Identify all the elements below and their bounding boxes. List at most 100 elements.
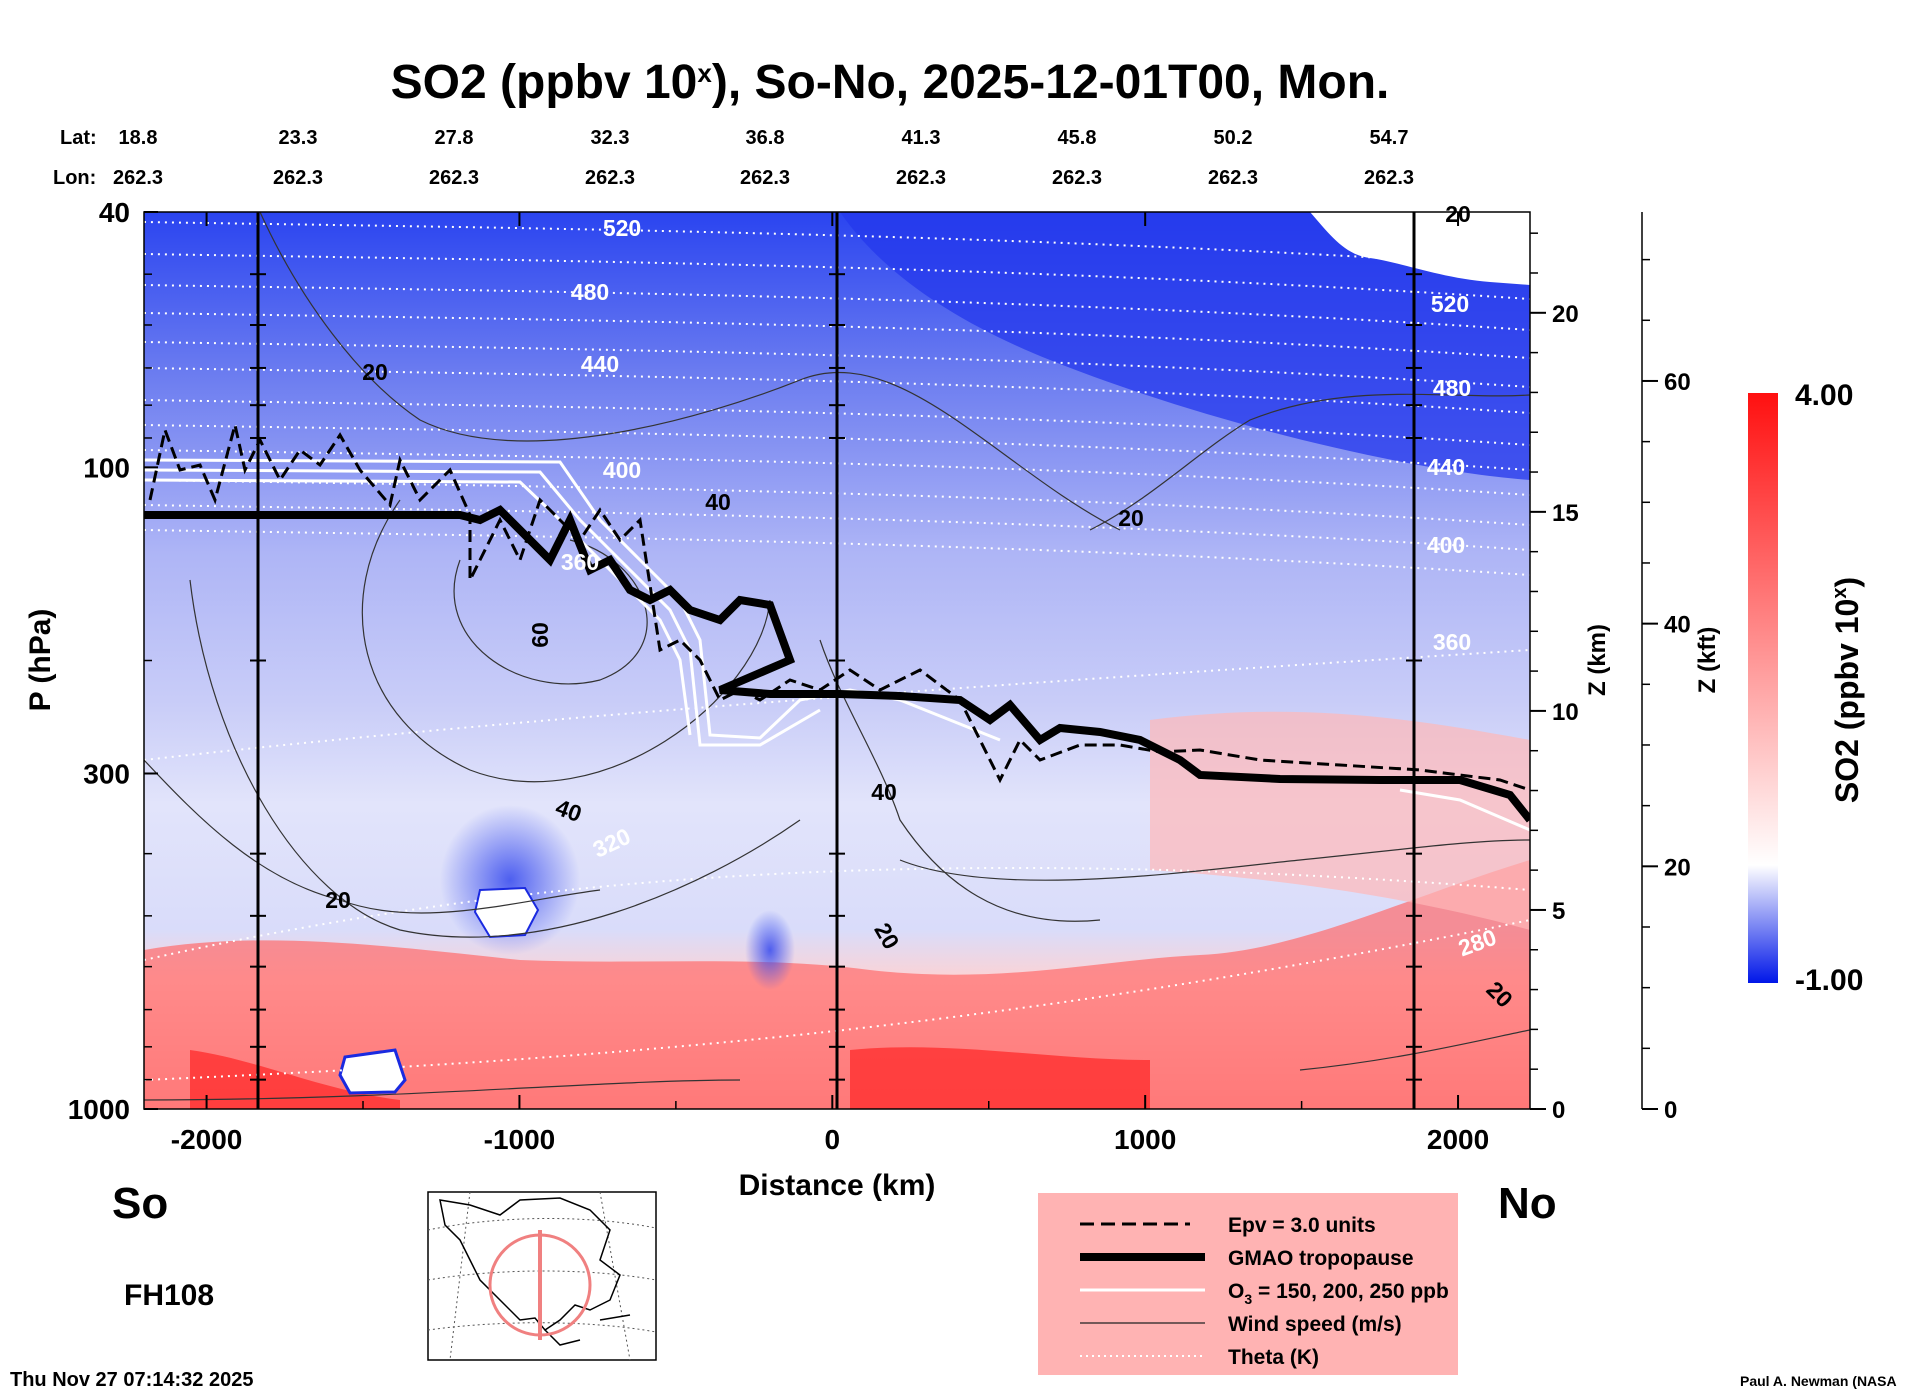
theta-contour-label: 400 — [603, 457, 641, 483]
epv-line — [148, 424, 1530, 792]
colorbar-label: SO2 (ppbv 10x) — [1829, 577, 1865, 803]
wind-contour-label: 20 — [1118, 505, 1144, 531]
z-kft-tick-label: 20 — [1664, 854, 1691, 881]
legend: Epv = 3.0 units GMAO tropopause O3 = 150… — [1038, 1193, 1458, 1375]
x-tick-label: 1000 — [1114, 1124, 1176, 1155]
z-kft-tick-label: 0 — [1664, 1097, 1677, 1124]
footer-timestamp: Thu Nov 27 07:14:32 2025 — [10, 1369, 253, 1391]
z-km-tick-label: 10 — [1552, 699, 1579, 726]
z-kft-tick-label: 60 — [1664, 369, 1691, 396]
so2-high-blue-region — [840, 212, 1530, 480]
forecast-hour-label: FH108 — [124, 1279, 214, 1312]
lon-value: 262.3 — [1208, 167, 1258, 189]
legend-theta-label: Theta (K) — [1228, 1346, 1319, 1369]
z-km-axis: 0 5 10 15 20 — [1530, 232, 1579, 1124]
lon-value: 262.3 — [429, 167, 479, 189]
colorbar: 4.00 -1.00 SO2 (ppbv 10x) — [1748, 379, 1865, 997]
z-kft-axis-label: Z (kft) — [1694, 627, 1721, 694]
theta-contour-label: 440 — [1427, 454, 1465, 480]
lon-value: 262.3 — [1364, 167, 1414, 189]
theta-line — [144, 399, 1530, 446]
theta-contour-label: 440 — [581, 351, 619, 377]
y-tick-label: 1000 — [68, 1094, 130, 1125]
theta-line — [144, 221, 1530, 268]
x-axis-label: Distance (km) — [739, 1169, 936, 1202]
theta-contour-label: 480 — [1433, 375, 1471, 401]
y-axis: 40 100 300 1000 — [68, 197, 1422, 1125]
lat-value: 50.2 — [1214, 127, 1253, 149]
so2-right-pink-region — [1150, 711, 1530, 930]
lon-label: Lon: — [53, 167, 96, 189]
wind-contour-label: 40 — [871, 779, 897, 805]
theta-contour-label: 480 — [571, 279, 609, 305]
lon-value: 262.3 — [113, 167, 163, 189]
theta-line — [144, 529, 1530, 576]
z-km-tick-label: 5 — [1552, 898, 1565, 925]
z-km-axis-label: Z (km) — [1584, 624, 1611, 696]
theta-contour-label: 360 — [1433, 629, 1471, 655]
wind-contour-label: 40 — [705, 489, 731, 515]
footer-author: Paul A. Newman (NASA — [1740, 1373, 1897, 1389]
lat-value: 36.8 — [746, 127, 785, 149]
lat-value: 23.3 — [279, 127, 318, 149]
lat-lon-header: Lat: Lon: 18.8 23.3 27.8 32.3 36.8 41.3 45.8 50… — [53, 127, 1414, 189]
legend-epv-label: Epv = 3.0 units — [1228, 1214, 1376, 1237]
so2-surface-red-region — [190, 1047, 1150, 1109]
north-label: No — [1498, 1179, 1557, 1228]
theta-contour-label: 360 — [561, 549, 599, 575]
legend-tropopause-label: GMAO tropopause — [1228, 1247, 1414, 1270]
gmao-tropopause-line — [144, 505, 1530, 823]
lon-value: 262.3 — [740, 167, 790, 189]
so2-white-gap — [1310, 212, 1530, 285]
colorbar-min-label: -1.00 — [1795, 964, 1863, 997]
theta-line — [144, 479, 1530, 526]
x-tick-label: -1000 — [484, 1124, 556, 1155]
lat-value: 27.8 — [435, 127, 474, 149]
so2-blue-plume-mid — [745, 910, 795, 990]
x-tick-label: -2000 — [171, 1124, 243, 1155]
wind-contour-label: 60 — [527, 622, 553, 648]
lon-value: 262.3 — [273, 167, 323, 189]
continent-outline — [439, 1197, 621, 1331]
wind-contour-label: 20 — [325, 887, 351, 913]
so2-white-hole-low — [338, 1048, 407, 1095]
south-label: So — [112, 1179, 168, 1228]
lat-value: 54.7 — [1370, 127, 1409, 149]
theta-line — [144, 919, 1530, 1081]
legend-ozone-label: O3 = 150, 200, 250 ppb — [1228, 1280, 1449, 1307]
legend-wind-label: Wind speed (m/s) — [1228, 1313, 1402, 1336]
theta-contour-label: 520 — [603, 215, 641, 241]
lat-value: 18.8 — [119, 127, 158, 149]
theta-line — [144, 449, 1530, 496]
colorbar-bar — [1748, 393, 1778, 983]
theta-contour-label: 520 — [1431, 291, 1469, 317]
theta-line — [144, 253, 1530, 300]
z-km-tick-label: 20 — [1552, 301, 1579, 328]
theta-line — [144, 504, 1530, 551]
inset-map — [427, 1191, 657, 1361]
y-tick-label: 100 — [83, 452, 130, 483]
so2-blue-plume-left — [440, 805, 580, 955]
chart-title: SO2 (ppbv 10x), So-No, 2025-12-01T00, Mo… — [391, 56, 1390, 109]
theta-line — [144, 312, 1530, 359]
y-tick-label: 300 — [83, 758, 130, 789]
theta-line — [144, 866, 1530, 961]
z-km-tick-label: 15 — [1552, 500, 1579, 527]
wind-contours — [144, 212, 1530, 1101]
y-axis-label: P (hPa) — [24, 609, 57, 712]
x-tick-label: 2000 — [1427, 1124, 1489, 1155]
lat-value: 32.3 — [591, 127, 630, 149]
theta-line — [144, 367, 1530, 414]
x-tick-label: 0 — [825, 1124, 841, 1155]
x-axis: -2000 -1000 0 1000 2000 — [171, 212, 1489, 1155]
lat-value: 41.3 — [902, 127, 941, 149]
z-kft-axis: 0 20 40 60 — [1641, 212, 1691, 1124]
lat-value: 45.8 — [1058, 127, 1097, 149]
z-kft-tick-label: 40 — [1664, 612, 1691, 639]
y-tick-label: 40 — [99, 197, 130, 228]
so2-white-hole — [473, 886, 540, 939]
wind-contour-label: 20 — [1445, 201, 1471, 227]
lon-value: 262.3 — [1052, 167, 1102, 189]
colorbar-max-label: 4.00 — [1795, 379, 1853, 412]
